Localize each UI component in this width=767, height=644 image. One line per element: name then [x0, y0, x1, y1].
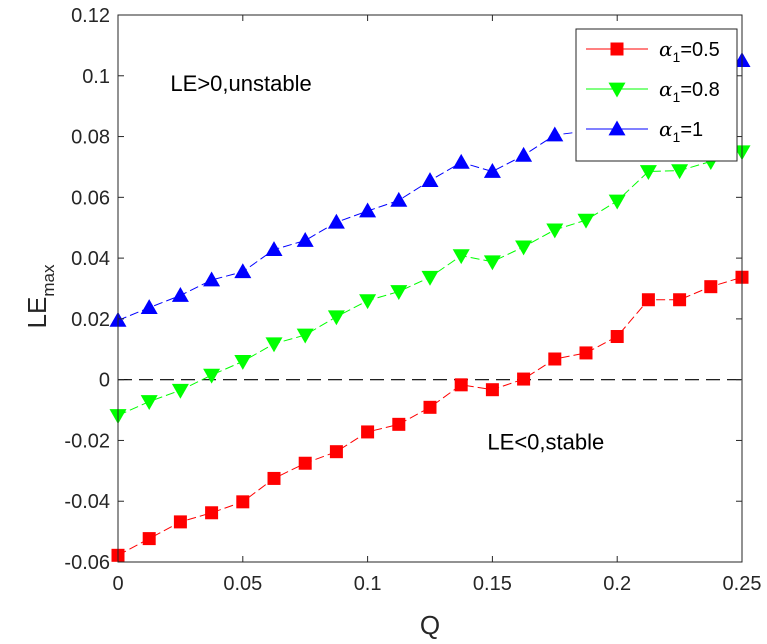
- data-point-0-10: [423, 400, 437, 414]
- legend-label-value-2: =1: [680, 119, 703, 141]
- data-point-0-12: [485, 383, 499, 397]
- y-tick-label-3: 0: [99, 370, 110, 392]
- data-point-1-9: [390, 285, 408, 301]
- data-point-1-6: [296, 328, 314, 344]
- data-point-1-2: [171, 383, 189, 399]
- data-point-1-15: [577, 213, 595, 229]
- legend-label-subscript-1: 1: [673, 89, 681, 105]
- legend-label-symbol-2: α: [659, 117, 673, 141]
- legend-item-0: α1=0.5: [586, 37, 720, 65]
- data-point-0-15: [579, 346, 593, 360]
- axes-box: [117, 14, 743, 563]
- data-point-2-13: [515, 146, 533, 162]
- legend-label-2: α1=1: [659, 117, 703, 145]
- data-point-0-13: [517, 372, 531, 386]
- data-point-2-4: [234, 263, 252, 279]
- x-tick-label-1: 0.05: [223, 573, 262, 595]
- data-point-0-2: [173, 515, 187, 529]
- data-point-0-1: [142, 532, 156, 546]
- data-point-2-11: [452, 153, 470, 169]
- y-tick-label-7: 0.08: [71, 127, 110, 149]
- legend-label-subscript-0: 1: [673, 49, 681, 65]
- data-point-2-8: [359, 202, 377, 218]
- data-point-0-14: [548, 352, 562, 366]
- data-point-1-8: [359, 294, 377, 310]
- legend-label-symbol-0: α: [659, 37, 673, 61]
- data-point-0-11: [454, 378, 468, 392]
- data-point-0-9: [392, 417, 406, 431]
- data-point-2-14: [546, 126, 564, 142]
- legend-label-symbol-1: α: [659, 77, 673, 101]
- x-tick-label-5: 0.25: [723, 573, 762, 595]
- data-point-2-6: [296, 231, 314, 247]
- data-point-1-3: [203, 368, 221, 384]
- y-tick-label-8: 0.1: [82, 66, 110, 88]
- data-point-1-7: [327, 310, 345, 326]
- series-0: [111, 270, 749, 562]
- annotations: LE>0,unstable LE<0,stable: [170, 71, 604, 455]
- data-point-0-18: [673, 293, 687, 307]
- y-axis-label: LEmax: [22, 264, 58, 328]
- data-point-1-11: [452, 249, 470, 265]
- data-point-0-3: [205, 506, 219, 520]
- annotation-1: LE<0,stable: [487, 430, 604, 455]
- legend-marker-2: [608, 120, 626, 136]
- x-tick-label-3: 0.15: [473, 573, 512, 595]
- x-tick-label-4: 0.2: [603, 573, 631, 595]
- legend-item-2: α1=1: [586, 117, 703, 145]
- y-axis-label-main: LE: [22, 297, 52, 329]
- y-tick-label-9: 0.12: [71, 5, 110, 27]
- data-point-1-14: [546, 223, 564, 239]
- data-point-1-13: [515, 240, 533, 256]
- legend-marker-0: [610, 42, 624, 56]
- data-point-2-3: [203, 271, 221, 287]
- x-axis-label: Q: [420, 610, 440, 640]
- data-point-0-19: [704, 280, 718, 294]
- data-point-0-5: [267, 471, 281, 485]
- data-point-1-18: [671, 164, 689, 180]
- axes: 0 0.05 0.1 0.15 0.2 0.25 -0.06 -0.04 -0.02 0 0.02 0…: [22, 5, 761, 640]
- data-point-1-4: [234, 355, 252, 370]
- data-point-2-10: [421, 172, 439, 187]
- y-tick-label-6: 0.06: [71, 187, 110, 209]
- data-point-0-8: [361, 425, 375, 439]
- data-point-1-16: [608, 194, 626, 210]
- data-point-2-5: [265, 241, 283, 256]
- legend-label-1: α1=0.8: [659, 77, 720, 105]
- data-point-1-5: [265, 337, 283, 353]
- legend-label-value-0: =0.5: [680, 39, 719, 61]
- y-tick-label-5: 0.04: [71, 248, 110, 270]
- data-point-2-7: [327, 213, 345, 229]
- data-point-2-1: [140, 299, 158, 315]
- y-tick-label-1: -0.04: [64, 491, 110, 513]
- data-point-2-12: [483, 163, 501, 178]
- data-point-1-12: [483, 255, 501, 271]
- data-point-1-1: [140, 395, 158, 411]
- data-point-0-16: [610, 330, 624, 344]
- data-point-1-17: [639, 165, 657, 181]
- data-point-2-2: [171, 286, 189, 302]
- data-point-0-6: [298, 456, 312, 470]
- y-tick-label-4: 0.02: [71, 309, 110, 331]
- legend: α1=0.5α1=0.8α1=1: [575, 28, 738, 162]
- data-point-2-9: [390, 191, 408, 207]
- data-point-0-7: [329, 445, 343, 459]
- x-tick-label-2: 0.1: [354, 573, 382, 595]
- y-tick-label-2: -0.02: [64, 430, 110, 452]
- data-point-0-17: [641, 293, 655, 307]
- annotation-0: LE>0,unstable: [170, 71, 311, 96]
- y-axis-label-subscript: max: [39, 264, 58, 297]
- legend-label-value-1: =0.8: [680, 79, 719, 101]
- y-tick-label-0: -0.06: [64, 552, 110, 574]
- legend-item-1: α1=0.8: [586, 77, 720, 105]
- data-point-0-4: [236, 495, 250, 509]
- legend-box: [575, 28, 738, 162]
- legend-marker-1: [608, 82, 626, 98]
- legend-label-subscript-2: 1: [673, 129, 681, 145]
- legend-label-0: α1=0.5: [659, 37, 720, 65]
- x-tick-label-0: 0: [112, 573, 123, 595]
- data-point-1-10: [421, 270, 439, 286]
- series-line-0: [117, 276, 743, 556]
